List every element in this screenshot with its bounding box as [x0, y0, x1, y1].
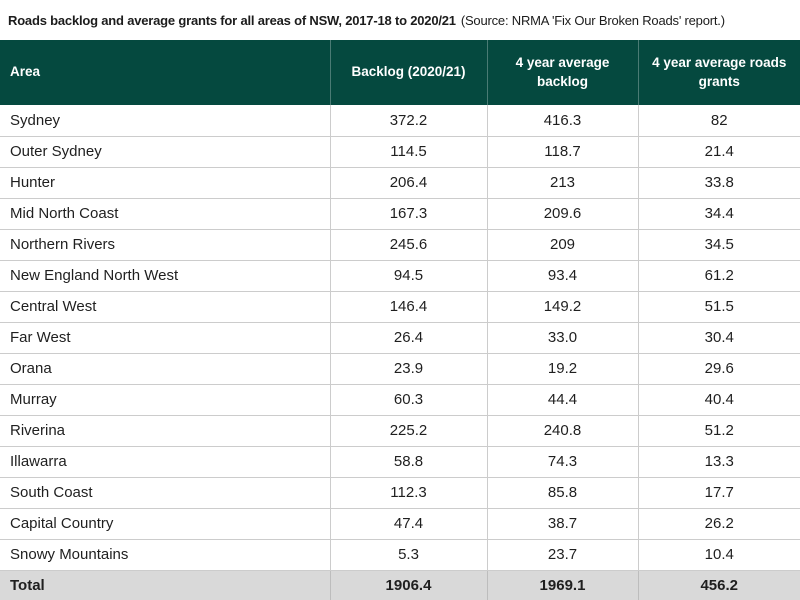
title-text: Roads backlog and average grants for all…: [8, 12, 456, 28]
value-cell: 5.3: [329, 539, 487, 571]
total-backlog: 1906.4: [329, 569, 487, 600]
table-row: South Coast 112.3 85.8 17.7: [0, 477, 800, 509]
area-cell: Riverina: [0, 415, 330, 447]
value-cell: 61.2: [637, 260, 800, 292]
column-header-backlog: Backlog (2020/21): [329, 40, 487, 105]
area-cell: Sydney: [0, 105, 330, 137]
value-cell: 38.7: [486, 508, 638, 540]
value-cell: 19.2: [486, 353, 638, 385]
area-cell: Mid North Coast: [0, 198, 330, 230]
title-source-note: (Source: NRMA 'Fix Our Broken Roads' rep…: [460, 12, 725, 28]
value-cell: 13.3: [637, 446, 800, 478]
value-cell: 85.8: [486, 477, 638, 509]
area-cell: Central West: [0, 291, 330, 323]
value-cell: 26.4: [329, 322, 487, 354]
table-body: Sydney 372.2 416.3 82 Outer Sydney 114.5 118.7…: [0, 105, 800, 571]
area-cell: Northern Rivers: [0, 229, 330, 261]
value-cell: 40.4: [637, 384, 800, 416]
value-cell: 44.4: [486, 384, 638, 416]
column-header-area: Area: [0, 40, 330, 105]
value-cell: 112.3: [329, 477, 487, 509]
table-row: Murray 60.3 44.4 40.4: [0, 384, 800, 416]
value-cell: 23.9: [329, 353, 487, 385]
value-cell: 118.7: [486, 136, 638, 168]
value-cell: 51.5: [637, 291, 800, 323]
value-cell: 34.4: [637, 198, 800, 230]
data-table: Area Backlog (2020/21) 4 year average ba…: [0, 40, 800, 600]
total-avg-backlog: 1969.1: [486, 569, 638, 600]
total-label: Total: [0, 569, 330, 600]
value-cell: 74.3: [486, 446, 638, 478]
value-cell: 114.5: [329, 136, 487, 168]
value-cell: 372.2: [329, 105, 487, 137]
table-row: Far West 26.4 33.0 30.4: [0, 322, 800, 354]
table-row: Orana 23.9 19.2 29.6: [0, 353, 800, 385]
table-row: Central West 146.4 149.2 51.5: [0, 291, 800, 323]
value-cell: 33.0: [486, 322, 638, 354]
value-cell: 47.4: [329, 508, 487, 540]
value-cell: 26.2: [637, 508, 800, 540]
table-row: Mid North Coast 167.3 209.6 34.4: [0, 198, 800, 230]
area-cell: Orana: [0, 353, 330, 385]
value-cell: 60.3: [329, 384, 487, 416]
value-cell: 51.2: [637, 415, 800, 447]
table-row: Sydney 372.2 416.3 82: [0, 105, 800, 137]
value-cell: 93.4: [486, 260, 638, 292]
value-cell: 149.2: [486, 291, 638, 323]
value-cell: 30.4: [637, 322, 800, 354]
value-cell: 167.3: [329, 198, 487, 230]
table-header: Area Backlog (2020/21) 4 year average ba…: [0, 40, 800, 105]
column-header-avg-backlog: 4 year average backlog: [486, 40, 638, 105]
area-cell: Snowy Mountains: [0, 539, 330, 571]
table-row: Illawarra 58.8 74.3 13.3: [0, 446, 800, 478]
column-header-avg-grants: 4 year average roads grants: [637, 40, 800, 105]
table-row: Outer Sydney 114.5 118.7 21.4: [0, 136, 800, 168]
value-cell: 82: [637, 105, 800, 137]
value-cell: 23.7: [486, 539, 638, 571]
table-row: Hunter 206.4 213 33.8: [0, 167, 800, 199]
table-row: Riverina 225.2 240.8 51.2: [0, 415, 800, 447]
value-cell: 58.8: [329, 446, 487, 478]
value-cell: 33.8: [637, 167, 800, 199]
value-cell: 240.8: [486, 415, 638, 447]
page-title: Roads backlog and average grants for all…: [0, 0, 800, 40]
value-cell: 34.5: [637, 229, 800, 261]
total-avg-grants: 456.2: [637, 569, 800, 600]
area-cell: Murray: [0, 384, 330, 416]
total-row: Total 1906.4 1969.1 456.2: [0, 569, 800, 600]
value-cell: 146.4: [329, 291, 487, 323]
area-cell: Hunter: [0, 167, 330, 199]
value-cell: 225.2: [329, 415, 487, 447]
area-cell: Illawarra: [0, 446, 330, 478]
value-cell: 206.4: [329, 167, 487, 199]
value-cell: 213: [486, 167, 638, 199]
table-footer: Total 1906.4 1969.1 456.2: [0, 569, 800, 600]
value-cell: 21.4: [637, 136, 800, 168]
value-cell: 29.6: [637, 353, 800, 385]
value-cell: 94.5: [329, 260, 487, 292]
table-row: New England North West 94.5 93.4 61.2: [0, 260, 800, 292]
value-cell: 209: [486, 229, 638, 261]
table-row: Northern Rivers 245.6 209 34.5: [0, 229, 800, 261]
header-row: Area Backlog (2020/21) 4 year average ba…: [0, 40, 800, 105]
value-cell: 416.3: [486, 105, 638, 137]
area-cell: Capital Country: [0, 508, 330, 540]
value-cell: 10.4: [637, 539, 800, 571]
value-cell: 17.7: [637, 477, 800, 509]
area-cell: Far West: [0, 322, 330, 354]
value-cell: 209.6: [486, 198, 638, 230]
value-cell: 245.6: [329, 229, 487, 261]
table-row: Snowy Mountains 5.3 23.7 10.4: [0, 539, 800, 571]
area-cell: New England North West: [0, 260, 330, 292]
area-cell: South Coast: [0, 477, 330, 509]
table-row: Capital Country 47.4 38.7 26.2: [0, 508, 800, 540]
area-cell: Outer Sydney: [0, 136, 330, 168]
